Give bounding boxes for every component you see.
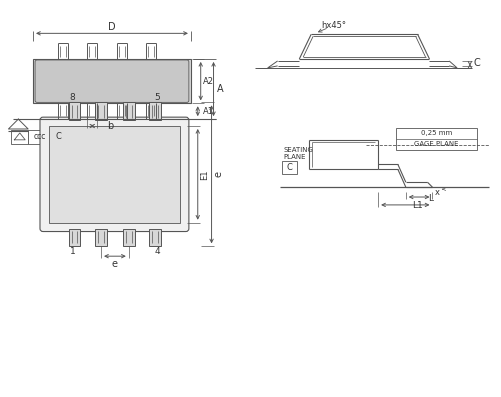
Bar — [149, 229, 161, 246]
Bar — [123, 229, 134, 246]
Bar — [95, 229, 107, 246]
Bar — [281, 160, 297, 174]
Text: 4: 4 — [154, 247, 160, 256]
Text: C: C — [286, 163, 292, 172]
Text: GAGE PLANE: GAGE PLANE — [413, 141, 458, 147]
Bar — [149, 102, 161, 120]
Text: SEATING: SEATING — [283, 147, 313, 153]
Text: b: b — [107, 121, 113, 131]
Bar — [28, 130, 52, 144]
Text: D: D — [108, 22, 116, 33]
Text: 5: 5 — [154, 93, 160, 102]
Bar — [49, 126, 180, 223]
Bar — [33, 59, 190, 103]
Bar — [95, 102, 107, 120]
Text: A: A — [217, 84, 223, 94]
Text: E1: E1 — [200, 169, 209, 179]
Text: ccc: ccc — [34, 132, 46, 141]
Text: 1: 1 — [70, 247, 75, 256]
Text: hx45°: hx45° — [320, 21, 345, 30]
Text: e: e — [213, 172, 223, 177]
Bar — [123, 102, 134, 120]
Text: A1: A1 — [203, 107, 213, 116]
Text: 8: 8 — [70, 93, 75, 102]
Text: 0,25 mm: 0,25 mm — [420, 131, 451, 137]
Text: L1: L1 — [411, 201, 422, 210]
Text: C: C — [472, 58, 479, 68]
Text: C: C — [56, 132, 62, 141]
FancyBboxPatch shape — [40, 117, 188, 231]
Text: A2: A2 — [203, 77, 213, 86]
Text: PLANE: PLANE — [283, 154, 306, 160]
Bar — [395, 128, 476, 150]
Text: e: e — [112, 259, 118, 269]
Bar — [69, 102, 80, 120]
Bar — [52, 130, 66, 144]
Bar — [69, 229, 80, 246]
Bar — [12, 130, 28, 144]
Text: L: L — [427, 193, 432, 202]
Text: x: x — [434, 188, 439, 197]
FancyBboxPatch shape — [35, 60, 188, 102]
